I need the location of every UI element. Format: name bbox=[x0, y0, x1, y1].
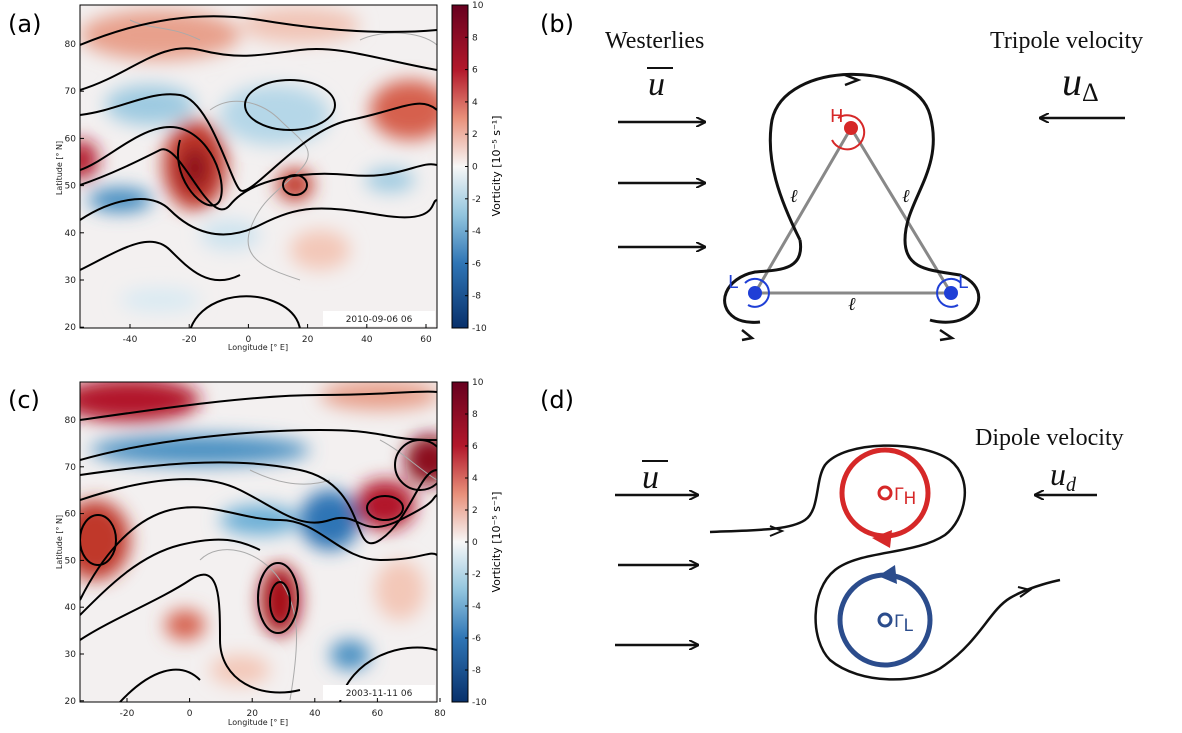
colorbar-label: Vorticity [10⁻⁵ s⁻¹] bbox=[490, 492, 503, 593]
side-label: ℓ bbox=[790, 186, 798, 206]
side-label: ℓ bbox=[848, 294, 856, 314]
colorbar-tick-label: 6 bbox=[472, 66, 478, 76]
y-tick-label: 80 bbox=[65, 40, 77, 50]
colorbar-tick-label: 2 bbox=[472, 506, 478, 516]
colorbar-tick-label: -6 bbox=[472, 634, 481, 644]
colorbar-tick-label: 8 bbox=[472, 410, 478, 420]
subscript: Δ bbox=[1082, 78, 1099, 107]
x-tick-label: -40 bbox=[123, 335, 138, 345]
colorbar-tick-label: -2 bbox=[472, 195, 481, 205]
colorbar-tick-label: -10 bbox=[472, 324, 487, 334]
dipole-velocity-label: Dipole velocity bbox=[975, 425, 1124, 451]
panel-label: (c) bbox=[8, 386, 40, 414]
colorbar-tick-label: -10 bbox=[472, 698, 487, 708]
y-tick-label: 80 bbox=[65, 416, 77, 426]
symbol: Γ bbox=[894, 485, 904, 505]
y-tick-label: 50 bbox=[65, 182, 77, 192]
y-tick-label: 40 bbox=[65, 603, 77, 613]
map-frame bbox=[79, 381, 438, 703]
tripole-diagram: Westerlies Tripole velocity u uΔ H L L ℓ… bbox=[605, 28, 1143, 342]
dipole-diagram: Dipole velocity u ud ΓH ΓL bbox=[615, 425, 1124, 681]
x-tick-label: 40 bbox=[309, 709, 321, 719]
map-frame bbox=[79, 4, 438, 329]
colorbar-tick-label: -4 bbox=[472, 227, 481, 237]
timestamp: 2010-09-06 06 bbox=[346, 315, 413, 325]
x-tick-label: 20 bbox=[246, 709, 258, 719]
x-tick-label: 80 bbox=[434, 709, 446, 719]
y-tick-label: 20 bbox=[65, 323, 77, 333]
x-axis-label: Longitude [° E] bbox=[228, 718, 288, 727]
colorbar-tick-label: 0 bbox=[472, 538, 478, 548]
x-tick-label: 40 bbox=[361, 335, 373, 345]
x-tick-label: -20 bbox=[120, 709, 135, 719]
subscript: H bbox=[903, 489, 916, 509]
y-axis-label: Latitude [° N] bbox=[55, 515, 64, 569]
vorticity-map bbox=[80, 382, 437, 702]
colorbar-tick-label: 10 bbox=[472, 378, 484, 388]
gamma-low-label: ΓL bbox=[894, 612, 913, 636]
colorbar-tick-label: 10 bbox=[472, 1, 484, 11]
timestamp: 2003-11-11 06 bbox=[346, 689, 413, 699]
x-tick-label: 20 bbox=[302, 335, 314, 345]
colorbar-tick-label: 2 bbox=[472, 130, 478, 140]
panel-label: (b) bbox=[540, 10, 574, 38]
x-tick-label: 0 bbox=[187, 709, 193, 719]
x-tick-label: 60 bbox=[372, 709, 384, 719]
timestamp-box bbox=[323, 311, 435, 326]
colorbar-tick-label: 6 bbox=[472, 442, 478, 452]
y-tick-label: 60 bbox=[65, 134, 77, 144]
y-tick-label: 30 bbox=[65, 276, 77, 286]
x-tick-label: 60 bbox=[420, 335, 432, 345]
gamma-high-label: ΓH bbox=[894, 485, 916, 509]
subscript: d bbox=[1066, 474, 1077, 496]
vorticity-map bbox=[80, 5, 437, 328]
side-label: ℓ bbox=[902, 186, 910, 206]
y-tick-label: 50 bbox=[65, 556, 77, 566]
low-label: L bbox=[958, 272, 968, 293]
timestamp-box bbox=[323, 685, 435, 700]
colorbar-tick-label: -6 bbox=[472, 259, 481, 269]
colorbar-tick-label: 0 bbox=[472, 163, 478, 173]
colorbar-tick-label: 8 bbox=[472, 33, 478, 43]
y-tick-label: 40 bbox=[65, 229, 77, 239]
x-tick-label: -20 bbox=[182, 335, 197, 345]
mean-flow-symbol: u bbox=[648, 66, 665, 103]
mean-flow-symbol: u bbox=[642, 459, 659, 496]
y-tick-label: 20 bbox=[65, 697, 77, 707]
colorbar-tick-label: 4 bbox=[472, 98, 478, 108]
tripole-symbol: uΔ bbox=[1062, 59, 1099, 107]
panel-label: (d) bbox=[540, 386, 574, 414]
symbol: Γ bbox=[894, 612, 904, 632]
tripole-velocity-label: Tripole velocity bbox=[990, 28, 1143, 54]
subscript: L bbox=[903, 616, 913, 636]
dipole-symbol: ud bbox=[1050, 456, 1077, 496]
colorbar-tick-label: -2 bbox=[472, 570, 481, 580]
x-tick-label: 0 bbox=[246, 335, 252, 345]
y-axis-label: Latitude [° N] bbox=[55, 141, 64, 195]
y-tick-label: 70 bbox=[65, 87, 77, 97]
y-tick-label: 30 bbox=[65, 650, 77, 660]
y-tick-label: 70 bbox=[65, 463, 77, 473]
colorbar-tick-label: 4 bbox=[472, 474, 478, 484]
high-label: H bbox=[830, 106, 844, 127]
symbol: u bbox=[1062, 59, 1082, 104]
y-tick-label: 60 bbox=[65, 510, 77, 520]
symbol: u bbox=[1050, 456, 1066, 492]
colorbar-tick-label: -8 bbox=[472, 292, 481, 302]
x-axis-label: Longitude [° E] bbox=[228, 343, 288, 352]
colorbar-label: Vorticity [10⁻⁵ s⁻¹] bbox=[490, 116, 503, 217]
low-label: L bbox=[728, 272, 738, 293]
westerlies-label: Westerlies bbox=[605, 28, 704, 54]
colorbar-tick-label: -4 bbox=[472, 602, 481, 612]
colorbar-tick-label: -8 bbox=[472, 666, 481, 676]
panel-label: (a) bbox=[8, 10, 41, 38]
